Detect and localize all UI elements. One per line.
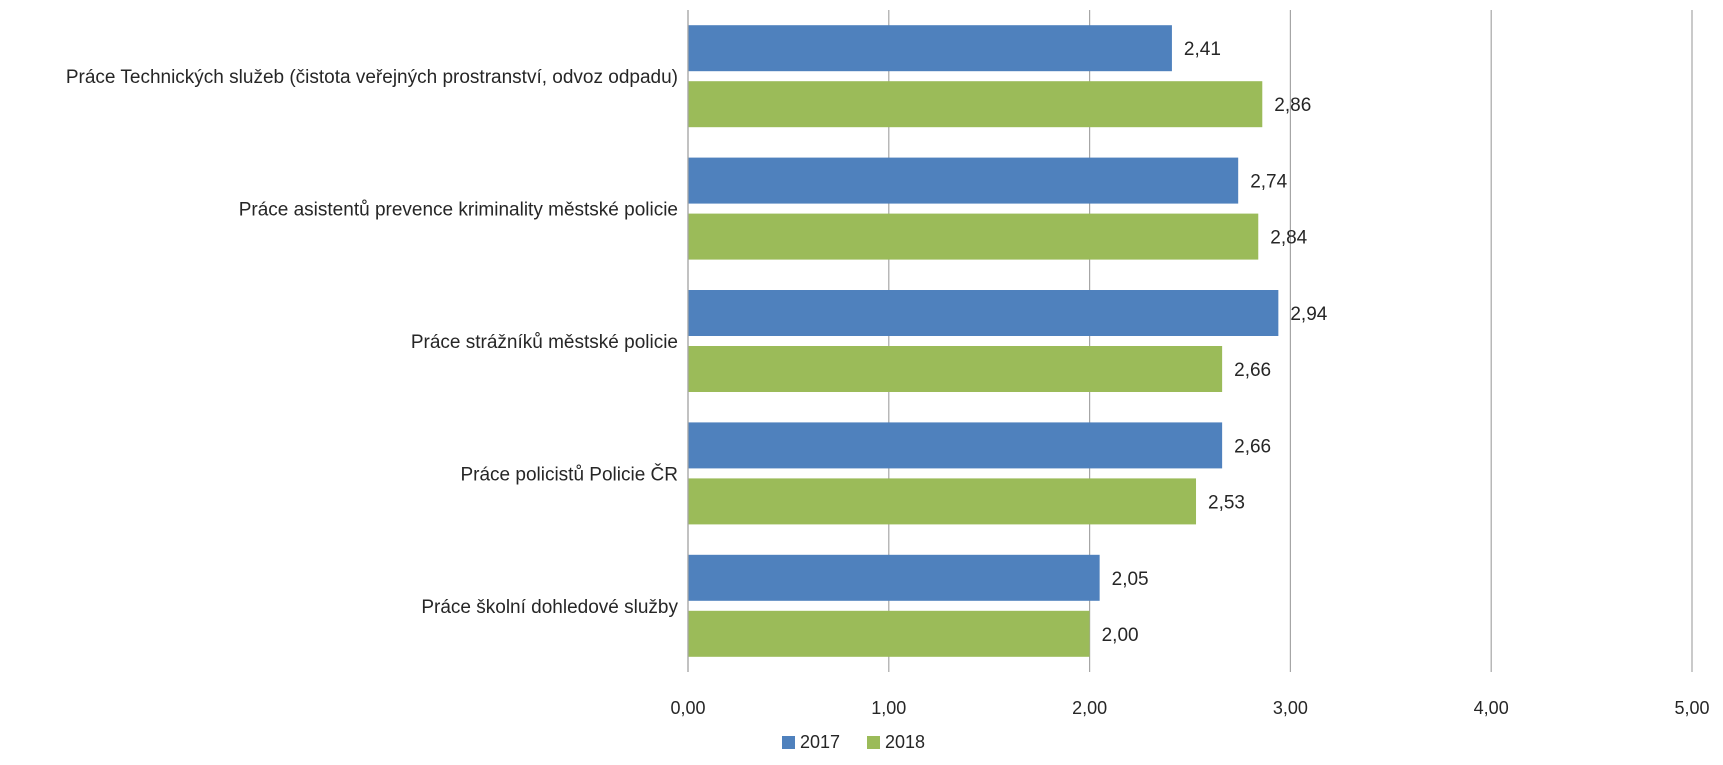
bar-2017-0: [688, 25, 1172, 72]
x-tick-label: 1,00: [871, 698, 906, 718]
data-label: 2,66: [1234, 436, 1271, 457]
data-label: 2,84: [1270, 228, 1307, 249]
bar-2017-4: [688, 554, 1100, 601]
legend: 2017 2018: [782, 732, 925, 752]
data-label: 2,86: [1274, 95, 1311, 116]
x-tick-label: 4,00: [1474, 698, 1509, 718]
axis-layer: 0,00 1,00 2,00 3,00 4,00 5,00: [670, 10, 1710, 718]
bar-2017-1: [688, 157, 1239, 204]
x-tick-label: 3,00: [1273, 698, 1308, 718]
data-label: 2,05: [1112, 569, 1149, 590]
x-tick-label: 2,00: [1072, 698, 1107, 718]
x-tick-label: 0,00: [670, 698, 705, 718]
category-label: Práce Technických služeb (čistota veřejn…: [66, 67, 678, 88]
data-label: 2,74: [1250, 172, 1287, 193]
bar-2018-4: [688, 610, 1090, 657]
bar-2018-1: [688, 213, 1259, 260]
legend-label-2018: 2018: [885, 732, 925, 752]
bar-2018-3: [688, 478, 1197, 525]
data-label: 2,94: [1290, 304, 1327, 325]
category-label: Práce policistů Policie ČR: [460, 463, 678, 485]
legend-label-2017: 2017: [800, 732, 840, 752]
data-label: 2,41: [1184, 39, 1221, 60]
category-label: Práce strážníků městské policie: [411, 332, 678, 353]
bar-layer: [688, 25, 1279, 657]
legend-swatch-2018: [867, 736, 880, 749]
bar-2017-2: [688, 290, 1279, 336]
bar-2018-2: [688, 346, 1223, 392]
data-label: 2,53: [1208, 492, 1245, 513]
legend-swatch-2017: [782, 736, 795, 749]
label-layer: Práce Technických služeb (čistota veřejn…: [66, 39, 1328, 646]
data-label: 2,66: [1234, 360, 1271, 381]
bar-2018-0: [688, 81, 1263, 128]
category-label: Práce školní dohledové služby: [421, 597, 678, 618]
x-tick-label: 5,00: [1674, 698, 1709, 718]
bar-2017-3: [688, 422, 1223, 469]
category-label: Práce asistentů prevence kriminality měs…: [239, 200, 678, 221]
data-label: 2,00: [1102, 625, 1139, 646]
